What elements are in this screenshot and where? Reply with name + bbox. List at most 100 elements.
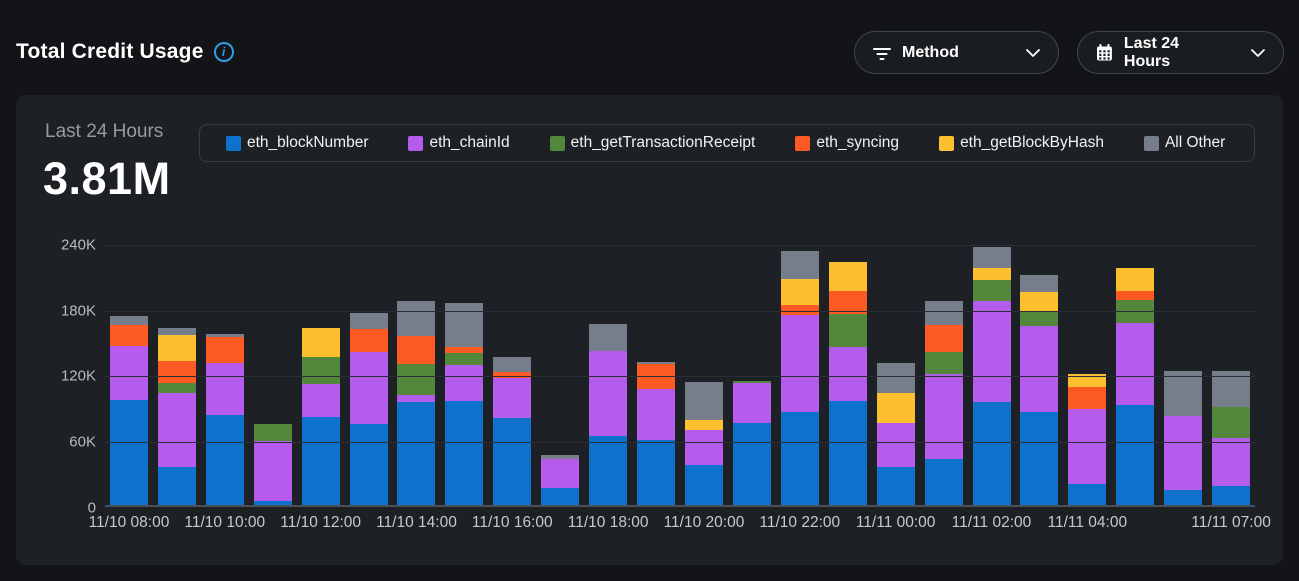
bar-segment[interactable] [876, 363, 915, 393]
bar-segment[interactable] [780, 250, 819, 280]
bar-segment[interactable] [397, 335, 436, 365]
bar-segment[interactable] [541, 487, 580, 505]
bar-segment[interactable] [1212, 486, 1251, 505]
stacked-bar[interactable] [445, 303, 484, 505]
bar-segment[interactable] [828, 261, 867, 292]
bar-segment[interactable] [157, 360, 196, 383]
bar-segment[interactable] [1020, 292, 1059, 312]
bar-segment[interactable] [493, 378, 532, 418]
legend-item[interactable]: All Other [1143, 134, 1225, 152]
info-icon[interactable]: i [213, 42, 234, 62]
stacked-bar[interactable] [780, 250, 819, 505]
stacked-bar[interactable] [1068, 374, 1107, 505]
bar-segment[interactable] [780, 279, 819, 306]
bar-segment[interactable] [589, 323, 628, 352]
bar-segment[interactable] [109, 324, 148, 346]
bar-segment[interactable] [541, 454, 580, 460]
stacked-bar[interactable] [1164, 370, 1203, 505]
bar-segment[interactable] [1020, 311, 1059, 326]
bar-segment[interactable] [972, 280, 1011, 301]
stacked-bar[interactable] [876, 363, 915, 505]
bar-segment[interactable] [828, 313, 867, 347]
bar-segment[interactable] [301, 383, 340, 417]
bar-segment[interactable] [637, 389, 676, 440]
bar-segment[interactable] [349, 312, 388, 330]
bar-segment[interactable] [445, 346, 484, 354]
bar-segment[interactable] [972, 268, 1011, 281]
bar-segment[interactable] [349, 352, 388, 425]
bar-segment[interactable] [876, 392, 915, 424]
stacked-bar[interactable] [685, 381, 724, 505]
legend-item[interactable]: eth_getBlockByHash [939, 134, 1104, 152]
bar-segment[interactable] [157, 334, 196, 361]
bar-segment[interactable] [828, 291, 867, 314]
bar-segment[interactable] [493, 417, 532, 505]
bar-segment[interactable] [109, 316, 148, 325]
date-range-button[interactable]: Last 24 Hours [1077, 31, 1284, 74]
legend-item[interactable]: eth_getTransactionReceipt [549, 134, 755, 152]
bar-segment[interactable] [301, 356, 340, 384]
bar-segment[interactable] [205, 415, 244, 505]
bar-segment[interactable] [253, 500, 292, 505]
legend-item[interactable]: eth_syncing [795, 134, 899, 152]
bar-segment[interactable] [1164, 370, 1203, 416]
bar-segment[interactable] [445, 353, 484, 366]
bar-segment[interactable] [685, 464, 724, 505]
bar-segment[interactable] [205, 336, 244, 364]
bar-segment[interactable] [1020, 325, 1059, 413]
bar-segment[interactable] [205, 333, 244, 337]
bar-segment[interactable] [972, 402, 1011, 505]
bar-segment[interactable] [445, 401, 484, 505]
legend-item[interactable]: eth_chainId [408, 134, 510, 152]
stacked-bar[interactable] [637, 362, 676, 505]
bar-segment[interactable] [1212, 406, 1251, 439]
stacked-bar[interactable] [828, 261, 867, 505]
bar-segment[interactable] [205, 363, 244, 416]
bar-segment[interactable] [109, 400, 148, 505]
bar-segment[interactable] [109, 345, 148, 401]
bar-segment[interactable] [1068, 408, 1107, 485]
bar-segment[interactable] [828, 401, 867, 505]
stacked-bar[interactable] [924, 300, 963, 505]
stacked-bar[interactable] [732, 380, 771, 505]
bar-segment[interactable] [1068, 374, 1107, 388]
bar-segment[interactable] [924, 300, 963, 325]
bar-segment[interactable] [924, 352, 963, 375]
bar-segment[interactable] [493, 356, 532, 372]
bar-segment[interactable] [397, 364, 436, 395]
bar-segment[interactable] [541, 459, 580, 488]
bar-segment[interactable] [589, 351, 628, 437]
bar-segment[interactable] [1116, 291, 1155, 300]
bar-segment[interactable] [685, 381, 724, 420]
bar-segment[interactable] [1116, 322, 1155, 405]
bar-segment[interactable] [637, 362, 676, 365]
stacked-bar[interactable] [397, 300, 436, 505]
bar-segment[interactable] [876, 423, 915, 467]
bar-segment[interactable] [397, 402, 436, 505]
bar-segment[interactable] [1068, 484, 1107, 505]
stacked-bar[interactable] [1020, 274, 1059, 505]
bar-segment[interactable] [828, 346, 867, 402]
stacked-bar[interactable] [157, 328, 196, 505]
stacked-bar[interactable] [205, 333, 244, 505]
bar-segment[interactable] [972, 247, 1011, 269]
bar-segment[interactable] [349, 329, 388, 353]
bar-segment[interactable] [876, 466, 915, 505]
stacked-bar[interactable] [109, 316, 148, 505]
bar-segment[interactable] [732, 382, 771, 424]
bar-segment[interactable] [780, 315, 819, 413]
bar-segment[interactable] [732, 380, 771, 383]
bar-segment[interactable] [1116, 268, 1155, 292]
stacked-bar[interactable] [1212, 370, 1251, 505]
bar-segment[interactable] [397, 300, 436, 336]
stacked-bar[interactable] [972, 247, 1011, 505]
bar-segment[interactable] [157, 382, 196, 393]
stacked-bar[interactable] [589, 323, 628, 505]
bar-segment[interactable] [732, 423, 771, 505]
bar-segment[interactable] [780, 305, 819, 316]
legend-item[interactable]: eth_blockNumber [226, 134, 368, 152]
stacked-bar[interactable] [493, 356, 532, 505]
bar-segment[interactable] [1164, 415, 1203, 490]
bar-segment[interactable] [924, 374, 963, 460]
bar-segment[interactable] [397, 394, 436, 403]
